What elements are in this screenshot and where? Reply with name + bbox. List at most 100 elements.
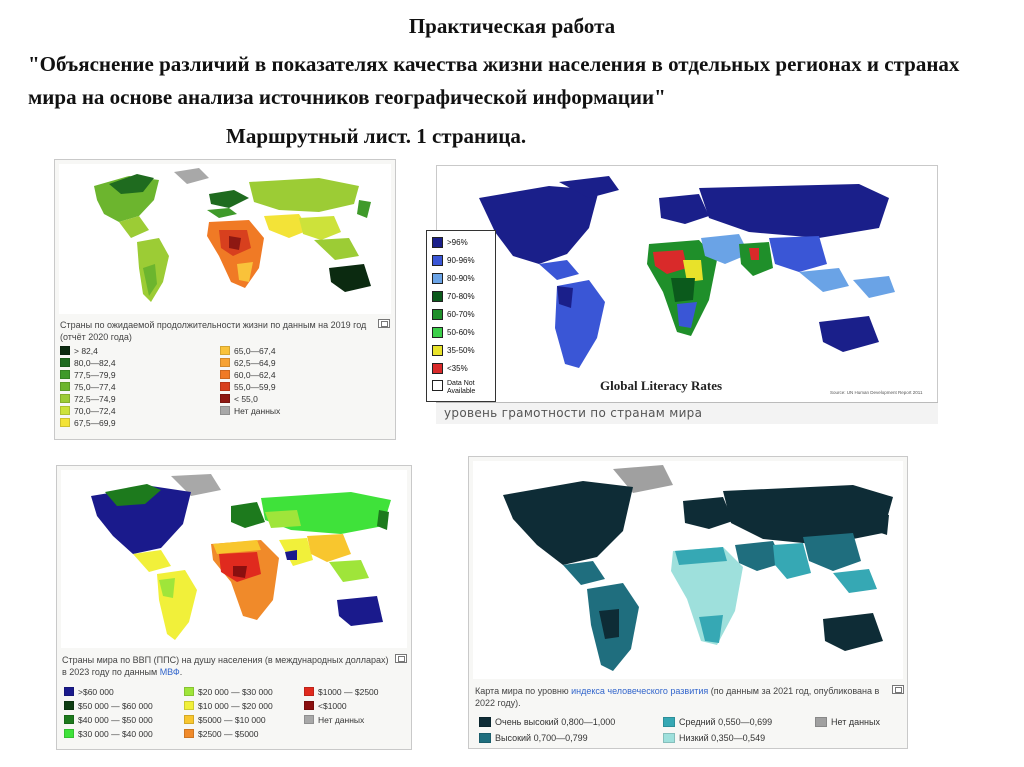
legend-item: 67,5—69,9	[60, 417, 116, 428]
page-title: Практическая работа	[408, 14, 616, 38]
legend-swatch	[64, 729, 74, 738]
legend-item: 75,0—77,4	[60, 381, 116, 392]
legend-item: $20 000 — $30 000	[184, 686, 273, 697]
legend-item: >$60 000	[64, 686, 114, 697]
legend-item: Средний 0,550—0,699	[663, 716, 772, 727]
legend-item: 72,5—74,9	[60, 393, 116, 404]
gdp-panel: Страны мира по ВВП (ППС) на душу населен…	[56, 465, 412, 750]
legend-item: $2500 — $5000	[184, 728, 259, 739]
hdi-caption: Карта мира по уровню индекса человеческо…	[475, 686, 880, 708]
legend-swatch	[663, 716, 675, 727]
legend-swatch	[479, 732, 491, 743]
legend-swatch	[304, 701, 314, 710]
legend-swatch	[64, 687, 74, 696]
life-expectancy-map[interactable]	[59, 164, 391, 314]
legend-swatch	[432, 237, 443, 248]
legend-item: 65,0—67,4	[220, 345, 276, 356]
legend-item: <$1000	[304, 700, 347, 711]
legend-swatch	[184, 729, 194, 738]
legend-item: 35-50%	[432, 345, 475, 356]
legend-item: 50-60%	[432, 327, 475, 338]
literacy-legend: >96% 90-96% 80-90% 70-80% 60-70% 50-60% …	[426, 230, 496, 402]
life-expectancy-caption: Страны по ожидаемой продолжительности жи…	[60, 320, 367, 342]
legend-swatch	[304, 687, 314, 696]
literacy-map[interactable]	[439, 168, 937, 402]
legend-swatch	[60, 358, 70, 367]
legend-item: $50 000 — $60 000	[64, 700, 153, 711]
legend-swatch	[60, 394, 70, 403]
legend-item: <35%	[432, 363, 468, 374]
legend-item: 60,0—62,4	[220, 369, 276, 380]
legend-item: $1000 — $2500	[304, 686, 379, 697]
legend-swatch	[220, 346, 230, 355]
legend-item: Высокий 0,700—0,799	[479, 732, 588, 743]
hdi-map[interactable]	[473, 461, 903, 679]
legend-swatch	[432, 309, 443, 320]
legend-swatch	[220, 358, 230, 367]
literacy-map-title: Global Literacy Rates	[600, 378, 723, 393]
legend-swatch	[304, 715, 314, 724]
legend-item: 90-96%	[432, 255, 475, 266]
literacy-caption: уровень грамотности по странам мира	[436, 402, 938, 424]
life-expectancy-legend: > 82,4 80,0—82,4 77,5—79,9 75,0—77,4 72,…	[60, 345, 390, 437]
legend-item: Нет данных	[815, 716, 880, 727]
legend-item: $10 000 — $20 000	[184, 700, 273, 711]
life-expectancy-expand-icon[interactable]	[378, 319, 390, 328]
hdi-map-svg	[473, 461, 903, 679]
legend-item: 80-90%	[432, 273, 475, 284]
legend-swatch	[432, 327, 443, 338]
legend-item: 55,0—59,9	[220, 381, 276, 392]
legend-swatch	[60, 370, 70, 379]
legend-item: $40 000 — $50 000	[64, 714, 153, 725]
legend-item: > 82,4	[60, 345, 98, 356]
legend-item: $5000 — $10 000	[184, 714, 266, 725]
life-expectancy-panel: Страны по ожидаемой продолжительности жи…	[54, 159, 396, 440]
legend-item: Очень высокий 0,800—1,000	[479, 716, 615, 727]
route-sheet-label: Маршрутный лист. 1 страница.	[226, 124, 527, 148]
gdp-map-svg	[61, 470, 407, 648]
life-expectancy-map-svg	[59, 164, 391, 314]
legend-item: >96%	[432, 237, 468, 248]
legend-item: 80,0—82,4	[60, 357, 116, 368]
legend-item: Data Not Available	[432, 380, 491, 396]
legend-swatch	[815, 716, 827, 727]
legend-swatch	[64, 715, 74, 724]
legend-swatch	[184, 687, 194, 696]
legend-swatch	[60, 406, 70, 415]
hdi-link[interactable]: индекса человеческого развития	[571, 686, 709, 696]
literacy-panel	[436, 165, 938, 424]
legend-swatch	[432, 363, 443, 374]
page-subtitle: "Объяснение различий в показателях качес…	[28, 52, 960, 109]
legend-swatch	[432, 255, 443, 266]
legend-item: 70,0—72,4	[60, 405, 116, 416]
literacy-source: Source: UN Human Development Report 2011	[830, 390, 923, 395]
legend-swatch	[60, 346, 70, 355]
legend-item: Нет данных	[304, 714, 364, 725]
literacy-map-svg	[439, 168, 937, 402]
legend-item: 62,5—64,9	[220, 357, 276, 368]
legend-swatch	[432, 380, 443, 391]
legend-swatch	[479, 716, 491, 727]
hdi-panel: Карта мира по уровню индекса человеческо…	[468, 456, 908, 749]
imf-link[interactable]: МВФ	[159, 667, 180, 677]
legend-swatch	[184, 701, 194, 710]
legend-swatch	[220, 394, 230, 403]
legend-item: < 55,0	[220, 393, 258, 404]
gdp-caption: Страны мира по ВВП (ППС) на душу населен…	[62, 655, 389, 677]
legend-item: 60-70%	[432, 309, 475, 320]
legend-swatch	[184, 715, 194, 724]
legend-swatch	[432, 291, 443, 302]
legend-item: 77,5—79,9	[60, 369, 116, 380]
gdp-expand-icon[interactable]	[395, 654, 407, 663]
hdi-expand-icon[interactable]	[892, 685, 904, 694]
legend-swatch	[432, 273, 443, 284]
legend-item: Низкий 0,350—0,549	[663, 732, 765, 743]
gdp-map[interactable]	[61, 470, 407, 648]
legend-swatch	[220, 406, 230, 415]
legend-swatch	[220, 370, 230, 379]
legend-swatch	[432, 345, 443, 356]
legend-swatch	[64, 701, 74, 710]
legend-item: 70-80%	[432, 291, 475, 302]
legend-item: Нет данных	[220, 405, 280, 416]
legend-swatch	[60, 418, 70, 427]
